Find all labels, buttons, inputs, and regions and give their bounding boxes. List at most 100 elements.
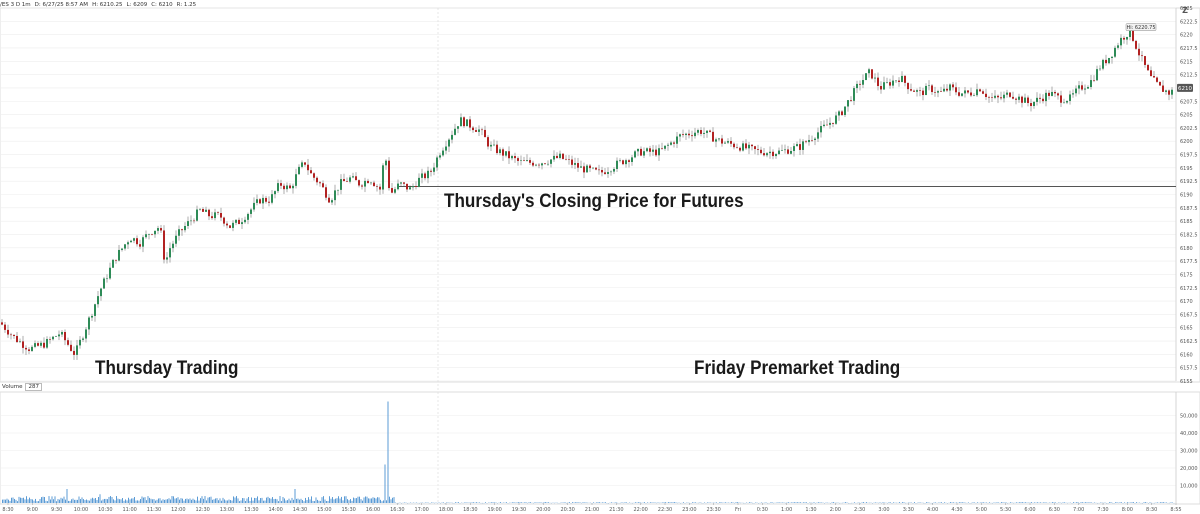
- candle-body: [241, 222, 243, 225]
- volume-bar: [9, 500, 11, 503]
- candle-body: [685, 133, 687, 136]
- candle-body: [616, 160, 618, 169]
- volume-tick-label: 10,000: [1180, 484, 1198, 490]
- candle-body: [82, 338, 84, 340]
- candle-body: [85, 329, 87, 339]
- volume-bar: [221, 500, 222, 503]
- volume-bar: [309, 499, 311, 503]
- candle-body: [751, 144, 753, 147]
- volume-bar: [833, 502, 834, 503]
- volume-bar: [354, 498, 356, 503]
- volume-bar: [528, 502, 530, 503]
- candle-body: [1102, 59, 1104, 69]
- candle-body: [913, 90, 915, 92]
- candle-body: [916, 90, 918, 92]
- volume-bar: [1161, 502, 1163, 503]
- candle-body: [994, 95, 996, 98]
- volume-bar: [1023, 502, 1025, 503]
- candle-body: [727, 141, 729, 143]
- volume-bar: [26, 496, 27, 503]
- candle-body: [325, 187, 327, 198]
- volume-bar: [458, 502, 459, 503]
- candle-body: [472, 127, 474, 131]
- volume-bar: [18, 496, 20, 503]
- candle-body: [1009, 92, 1011, 97]
- volume-bar: [1170, 502, 1172, 503]
- price-tick-label: 6155: [1180, 379, 1193, 385]
- candle-body: [370, 182, 372, 184]
- volume-bar: [303, 501, 305, 503]
- volume-bar: [390, 499, 392, 503]
- volume-bar: [993, 502, 995, 503]
- candle-body: [817, 132, 819, 139]
- volume-bar: [293, 499, 294, 503]
- volume-bar: [918, 502, 920, 503]
- candle-body: [1, 322, 3, 325]
- volume-bar: [861, 502, 863, 503]
- time-tick-label: 14:00: [268, 507, 282, 513]
- candle-body: [820, 126, 822, 133]
- volume-bar: [123, 500, 125, 503]
- candle-body: [829, 122, 831, 125]
- volume-bar: [468, 502, 470, 503]
- candle-body: [1024, 97, 1026, 103]
- candle-body: [1006, 92, 1008, 95]
- candle-body: [154, 230, 156, 235]
- candle-body: [799, 144, 801, 150]
- volume-bar: [192, 498, 194, 503]
- volume-bar: [297, 498, 299, 503]
- volume-bar: [348, 500, 350, 503]
- volume-bar: [1116, 502, 1118, 503]
- volume-bar: [1110, 502, 1112, 503]
- volume-bar: [525, 502, 527, 503]
- time-tick-label: 8:00: [1122, 507, 1133, 513]
- candle-body: [1045, 92, 1047, 102]
- volume-bar: [389, 496, 390, 503]
- candle-body: [1159, 81, 1161, 86]
- candle-body: [601, 169, 603, 173]
- volume-bar: [83, 499, 84, 503]
- volume-bar: [668, 502, 669, 503]
- volume-bar: [135, 500, 137, 503]
- candle-body: [25, 347, 27, 350]
- symbol-label[interactable]: /ES 3 D 1m: [0, 1, 31, 8]
- volume-bar: [933, 502, 935, 503]
- volume-bar: [177, 497, 179, 503]
- candle-body: [889, 82, 891, 86]
- candle-body: [328, 197, 330, 203]
- candle-body: [4, 324, 6, 330]
- volume-bar: [959, 502, 960, 503]
- volume-bar: [129, 499, 131, 503]
- candle-body: [7, 329, 9, 335]
- candle-body: [814, 138, 816, 141]
- zoom-button[interactable]: Z: [1182, 6, 1188, 15]
- volume-bar: [180, 498, 182, 503]
- candle-body: [895, 80, 897, 82]
- candle-body: [262, 197, 264, 204]
- volume-bar: [228, 499, 230, 503]
- candle-body: [769, 151, 771, 154]
- candle-body: [202, 208, 204, 212]
- candle-body: [451, 134, 453, 140]
- volume-bar: [183, 500, 185, 503]
- volume-bar: [203, 498, 204, 503]
- time-tick-label: 17:00: [414, 507, 428, 513]
- candle-body: [355, 176, 357, 181]
- volume-bar: [512, 502, 513, 503]
- volume-bar: [447, 502, 449, 503]
- candle-body: [1081, 85, 1083, 90]
- candle-body: [361, 185, 363, 187]
- volume-bar: [113, 499, 114, 503]
- candle-body: [1030, 103, 1032, 107]
- candle-body: [223, 217, 225, 224]
- candle-body: [184, 226, 186, 231]
- volume-bar: [654, 502, 656, 503]
- volume-bar: [1016, 502, 1017, 503]
- price-tick-label: 6170: [1180, 299, 1193, 305]
- volume-bar: [321, 497, 323, 503]
- volume-bar: [44, 497, 45, 503]
- volume-bar: [890, 502, 891, 503]
- volume-bar: [120, 499, 122, 503]
- high-label: H: 6210.25: [92, 1, 123, 8]
